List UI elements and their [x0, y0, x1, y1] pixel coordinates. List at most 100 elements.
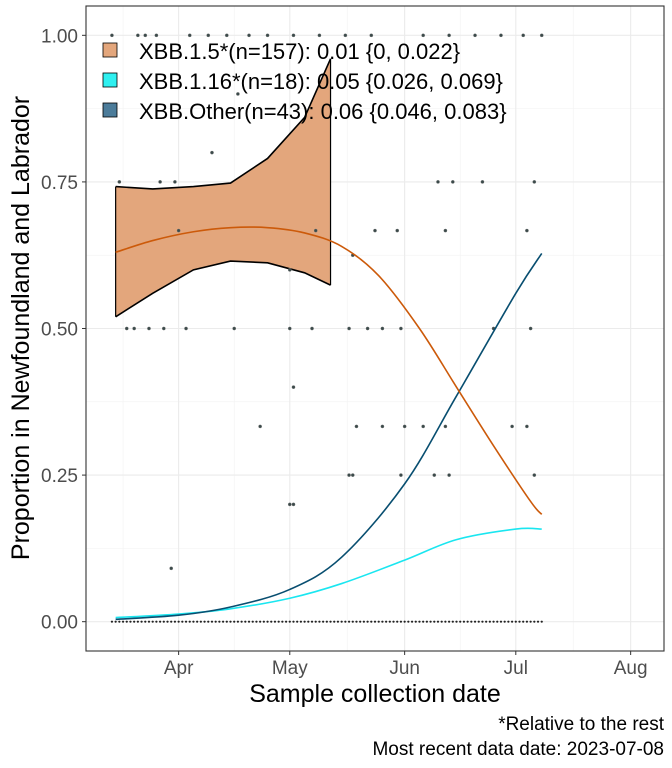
observation-zero-point — [184, 620, 188, 623]
observation-zero-point — [192, 620, 195, 623]
observation-point — [532, 473, 537, 477]
observation-zero-point — [510, 620, 514, 623]
observation-point — [369, 33, 374, 38]
observation-point — [539, 33, 544, 38]
observation-zero-point — [536, 620, 540, 623]
observation-zero-point — [110, 620, 114, 623]
observation-point — [291, 385, 296, 389]
observation-zero-point — [518, 620, 521, 623]
series-line-xbb-other — [115, 253, 543, 621]
observation-zero-point — [199, 620, 202, 623]
observation-zero-point — [507, 620, 510, 623]
plot-panel — [85, 5, 665, 652]
observation-zero-point — [244, 620, 247, 623]
observation-zero-point — [162, 620, 165, 623]
observation-zero-point — [210, 620, 214, 623]
observation-zero-point — [288, 620, 291, 623]
observation-zero-point — [448, 620, 451, 623]
observation-point — [525, 228, 529, 233]
observation-point — [421, 424, 425, 429]
observation-zero-point — [329, 620, 332, 623]
observation-point — [532, 180, 537, 184]
observation-zero-point — [151, 620, 154, 623]
observation-point — [187, 33, 192, 38]
observation-point — [258, 424, 262, 429]
observation-zero-point — [540, 620, 543, 623]
observation-zero-point — [225, 620, 228, 623]
y-tick-label: 1.00 — [41, 26, 78, 47]
observation-zero-point — [477, 620, 480, 623]
observation-point — [291, 33, 296, 38]
observation-zero-point — [281, 620, 284, 623]
observation-point — [147, 326, 151, 331]
observation-point — [380, 424, 385, 429]
observation-point — [343, 33, 348, 38]
observation-point — [443, 228, 448, 233]
observation-zero-point — [473, 620, 477, 623]
observation-point — [117, 180, 122, 184]
y-tick-label: 0.50 — [41, 320, 78, 341]
observation-zero-point — [251, 620, 254, 623]
observation-point — [287, 268, 292, 272]
observation-point — [399, 326, 403, 331]
observation-zero-point — [121, 620, 125, 623]
observation-zero-point — [292, 620, 295, 623]
observation-zero-point — [347, 620, 351, 623]
observation-zero-point — [407, 620, 410, 623]
observation-zero-point — [314, 620, 317, 623]
observation-point — [473, 33, 477, 38]
observation-zero-point — [496, 620, 499, 623]
observation-point — [510, 424, 514, 429]
observation-zero-point — [322, 620, 325, 623]
observation-zero-point — [336, 620, 340, 623]
observation-zero-point — [299, 620, 302, 623]
observation-zero-point — [433, 620, 436, 623]
observation-zero-point — [303, 620, 306, 623]
observation-zero-point — [133, 620, 136, 623]
observation-zero-point — [136, 620, 139, 623]
observation-zero-point — [259, 620, 262, 623]
observation-zero-point — [529, 620, 532, 623]
observation-zero-point — [425, 620, 428, 623]
observation-zero-point — [418, 620, 421, 623]
observation-point — [317, 33, 322, 38]
observation-zero-point — [366, 620, 369, 623]
observation-zero-point — [514, 620, 517, 623]
legend-key — [102, 102, 118, 118]
observation-zero-point — [277, 620, 280, 623]
y-tick-label: 0.75 — [41, 173, 78, 194]
observation-zero-point — [399, 620, 403, 623]
observation-zero-point — [344, 620, 347, 623]
observation-zero-point — [114, 620, 117, 623]
observation-zero-point — [396, 620, 399, 623]
observation-point — [347, 473, 351, 477]
caption-recent-date: Most recent data date: 2023-07-08 — [372, 739, 664, 760]
observation-point — [154, 33, 159, 38]
observation-zero-point — [499, 620, 503, 623]
observation-zero-point — [392, 620, 395, 623]
observation-zero-point — [362, 620, 365, 623]
observation-point — [443, 424, 448, 429]
observation-zero-point — [340, 620, 343, 623]
observation-point — [176, 228, 181, 233]
observation-zero-point — [522, 620, 525, 623]
observation-point — [313, 228, 318, 233]
observation-zero-point — [388, 620, 391, 623]
observation-point — [402, 424, 407, 429]
ci-upper-line — [115, 58, 332, 190]
observation-zero-point — [247, 620, 251, 623]
observation-point — [232, 326, 237, 331]
observation-point — [310, 326, 314, 331]
observation-zero-point — [492, 620, 495, 623]
observation-zero-point — [125, 620, 128, 623]
observation-zero-point — [318, 620, 321, 623]
observation-zero-point — [147, 620, 151, 623]
observation-zero-point — [159, 620, 162, 623]
observation-point — [143, 33, 148, 38]
observation-zero-point — [155, 620, 158, 623]
observation-point — [480, 180, 485, 184]
observation-zero-point — [273, 620, 277, 623]
observation-point — [499, 33, 503, 38]
x-tick-label: May — [272, 658, 308, 679]
observation-zero-point — [503, 620, 506, 623]
